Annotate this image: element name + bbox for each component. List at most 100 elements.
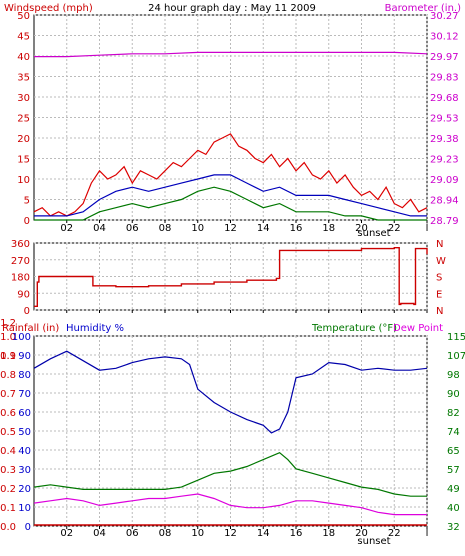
compass-tick-label: W bbox=[436, 256, 446, 267]
wind-max-line bbox=[33, 133, 428, 217]
barometer-tick-label: 30.12 bbox=[430, 32, 459, 43]
humidity-tick-label: 70 bbox=[18, 389, 31, 400]
rain-tick-label: 1.1 bbox=[0, 351, 16, 362]
humidity-tick-label: 80 bbox=[18, 370, 31, 381]
temperature-tick-label: 98 bbox=[447, 370, 460, 381]
compass-tick-label: S bbox=[436, 273, 442, 284]
rain-tick-label: 1.0 bbox=[0, 332, 16, 343]
rain-tick-label: 0.7 bbox=[0, 389, 16, 400]
wind-tick-label: 30 bbox=[17, 93, 30, 104]
climate-tick-label-x: 08 bbox=[159, 528, 172, 539]
climate-tick-label-x: 10 bbox=[191, 528, 204, 539]
temperature-tick-label: 82 bbox=[447, 408, 460, 419]
barometer-tick-label: 29.97 bbox=[430, 52, 459, 63]
sunset-label-top: sunset bbox=[357, 228, 390, 239]
wind-tick-label-x: 22 bbox=[388, 223, 401, 234]
graph-title: 24 hour graph day : May 11 2009 bbox=[148, 3, 316, 14]
climate-tick-label-x: l bbox=[426, 528, 429, 539]
temperature-line bbox=[33, 452, 427, 497]
humidity-tick-label: 20 bbox=[18, 484, 31, 495]
rain-tick-label: 0.1 bbox=[0, 503, 16, 514]
wind-tick-label: 15 bbox=[17, 155, 30, 166]
temperature-tick-label: 40 bbox=[447, 503, 460, 514]
barometer-tick-label: 28.94 bbox=[430, 196, 459, 207]
wind-tick-label-x: 02 bbox=[60, 223, 73, 234]
barometer-tick-label: 29.68 bbox=[430, 93, 459, 104]
wind-tick-label-x: 20 bbox=[355, 223, 368, 234]
wind-tick-label-x: 06 bbox=[126, 223, 139, 234]
direction-tick-label: 90 bbox=[17, 289, 30, 300]
wind-tick-label-x: 10 bbox=[191, 223, 204, 234]
rain-tick-label: 0.8 bbox=[0, 370, 16, 381]
wind-tick-label-x: 04 bbox=[93, 223, 106, 234]
rain-tick-label: 0.2 bbox=[0, 484, 16, 495]
climate-tick-label-x: 20 bbox=[355, 528, 368, 539]
dewpoint-line bbox=[33, 493, 427, 516]
wind-tick-label-x: 14 bbox=[257, 223, 270, 234]
wind-direction-line bbox=[34, 246, 428, 307]
sunset-label-bottom: sunset bbox=[357, 536, 390, 547]
humidity-tick-label: 90 bbox=[18, 351, 31, 362]
rain-tick-label: 0.0 bbox=[0, 522, 16, 533]
wind-tick-label-x: 16 bbox=[290, 223, 303, 234]
wind-tick-label: 20 bbox=[17, 134, 30, 145]
wind-tick-label-x: 12 bbox=[224, 223, 237, 234]
climate-tick-label-x: 18 bbox=[322, 528, 335, 539]
climate-tick-label-x: 16 bbox=[290, 528, 303, 539]
wind-tick-label: 45 bbox=[17, 32, 30, 43]
compass-tick-label: N bbox=[436, 306, 443, 317]
temperature-tick-label: 90 bbox=[447, 389, 460, 400]
humidity-tick-label: 100 bbox=[12, 332, 31, 343]
climate-tick-label-x: 14 bbox=[257, 528, 270, 539]
climate-tick-label-x: 22 bbox=[388, 528, 401, 539]
temperature-tick-label: 32 bbox=[447, 522, 460, 533]
rain-tick-label: 0.6 bbox=[0, 408, 16, 419]
wind-tick-label: 0 bbox=[24, 216, 30, 227]
rain-tick-label: 0.5 bbox=[0, 427, 16, 438]
humidity-tick-label: 60 bbox=[18, 408, 31, 419]
dewpoint-axis-label: Dew Point bbox=[393, 323, 443, 334]
temperature-tick-label: 49 bbox=[447, 484, 460, 495]
wind-tick-label-x: 18 bbox=[322, 223, 335, 234]
temperature-tick-label: 107 bbox=[447, 351, 465, 362]
direction-tick-label: 270 bbox=[11, 256, 30, 267]
barometer-tick-label: 29.53 bbox=[430, 114, 459, 125]
humidity-line bbox=[33, 350, 428, 434]
wind-avg-line bbox=[34, 174, 427, 217]
temperature-axis-label: Temperature (°F) bbox=[311, 323, 397, 334]
wind-tick-label-x: l bbox=[426, 223, 429, 234]
wind-tick-label: 25 bbox=[17, 114, 30, 125]
wind-tick-label: 10 bbox=[17, 175, 30, 186]
windspeed-axis-label: Windspeed (mph) bbox=[4, 3, 93, 14]
barometer-axis-label: Barometer (in.) bbox=[385, 3, 461, 14]
compass-tick-label: E bbox=[436, 289, 442, 300]
climate-tick-label-x: 06 bbox=[126, 528, 139, 539]
barometer-tick-label: 29.38 bbox=[430, 134, 459, 145]
barometer-tick-label: 28.79 bbox=[430, 216, 459, 227]
humidity-axis-label: Humidity % bbox=[66, 323, 124, 334]
temperature-tick-label: 57 bbox=[447, 465, 460, 476]
wind-tick-label: 50 bbox=[17, 11, 30, 22]
wind-tick-label: 5 bbox=[24, 196, 30, 207]
temperature-tick-label: 65 bbox=[447, 446, 460, 457]
barometer-tick-label: 29.09 bbox=[430, 175, 459, 186]
humidity-tick-label: 10 bbox=[18, 503, 31, 514]
humidity-tick-label: 0 bbox=[25, 522, 31, 533]
direction-tick-label: 360 bbox=[11, 239, 30, 250]
temperature-tick-label: 115 bbox=[447, 332, 465, 343]
climate-tick-label-x: 02 bbox=[60, 528, 73, 539]
wind-tick-label: 40 bbox=[17, 52, 30, 63]
wind-tick-label-x: 08 bbox=[159, 223, 172, 234]
rain-tick-label: 0.4 bbox=[0, 446, 16, 457]
rain-tick-label: 0.3 bbox=[0, 465, 16, 476]
wind-min-line bbox=[34, 186, 427, 221]
climate-tick-label-x: 12 bbox=[224, 528, 237, 539]
direction-tick-label: 0 bbox=[24, 306, 30, 317]
humidity-tick-label: 40 bbox=[18, 446, 31, 457]
barometer-tick-label: 29.23 bbox=[430, 155, 459, 166]
rainfall-axis-label: Rainfall (in) bbox=[2, 323, 59, 334]
rain-tick-label: 1.2 bbox=[0, 318, 16, 329]
humidity-tick-label: 30 bbox=[18, 465, 31, 476]
